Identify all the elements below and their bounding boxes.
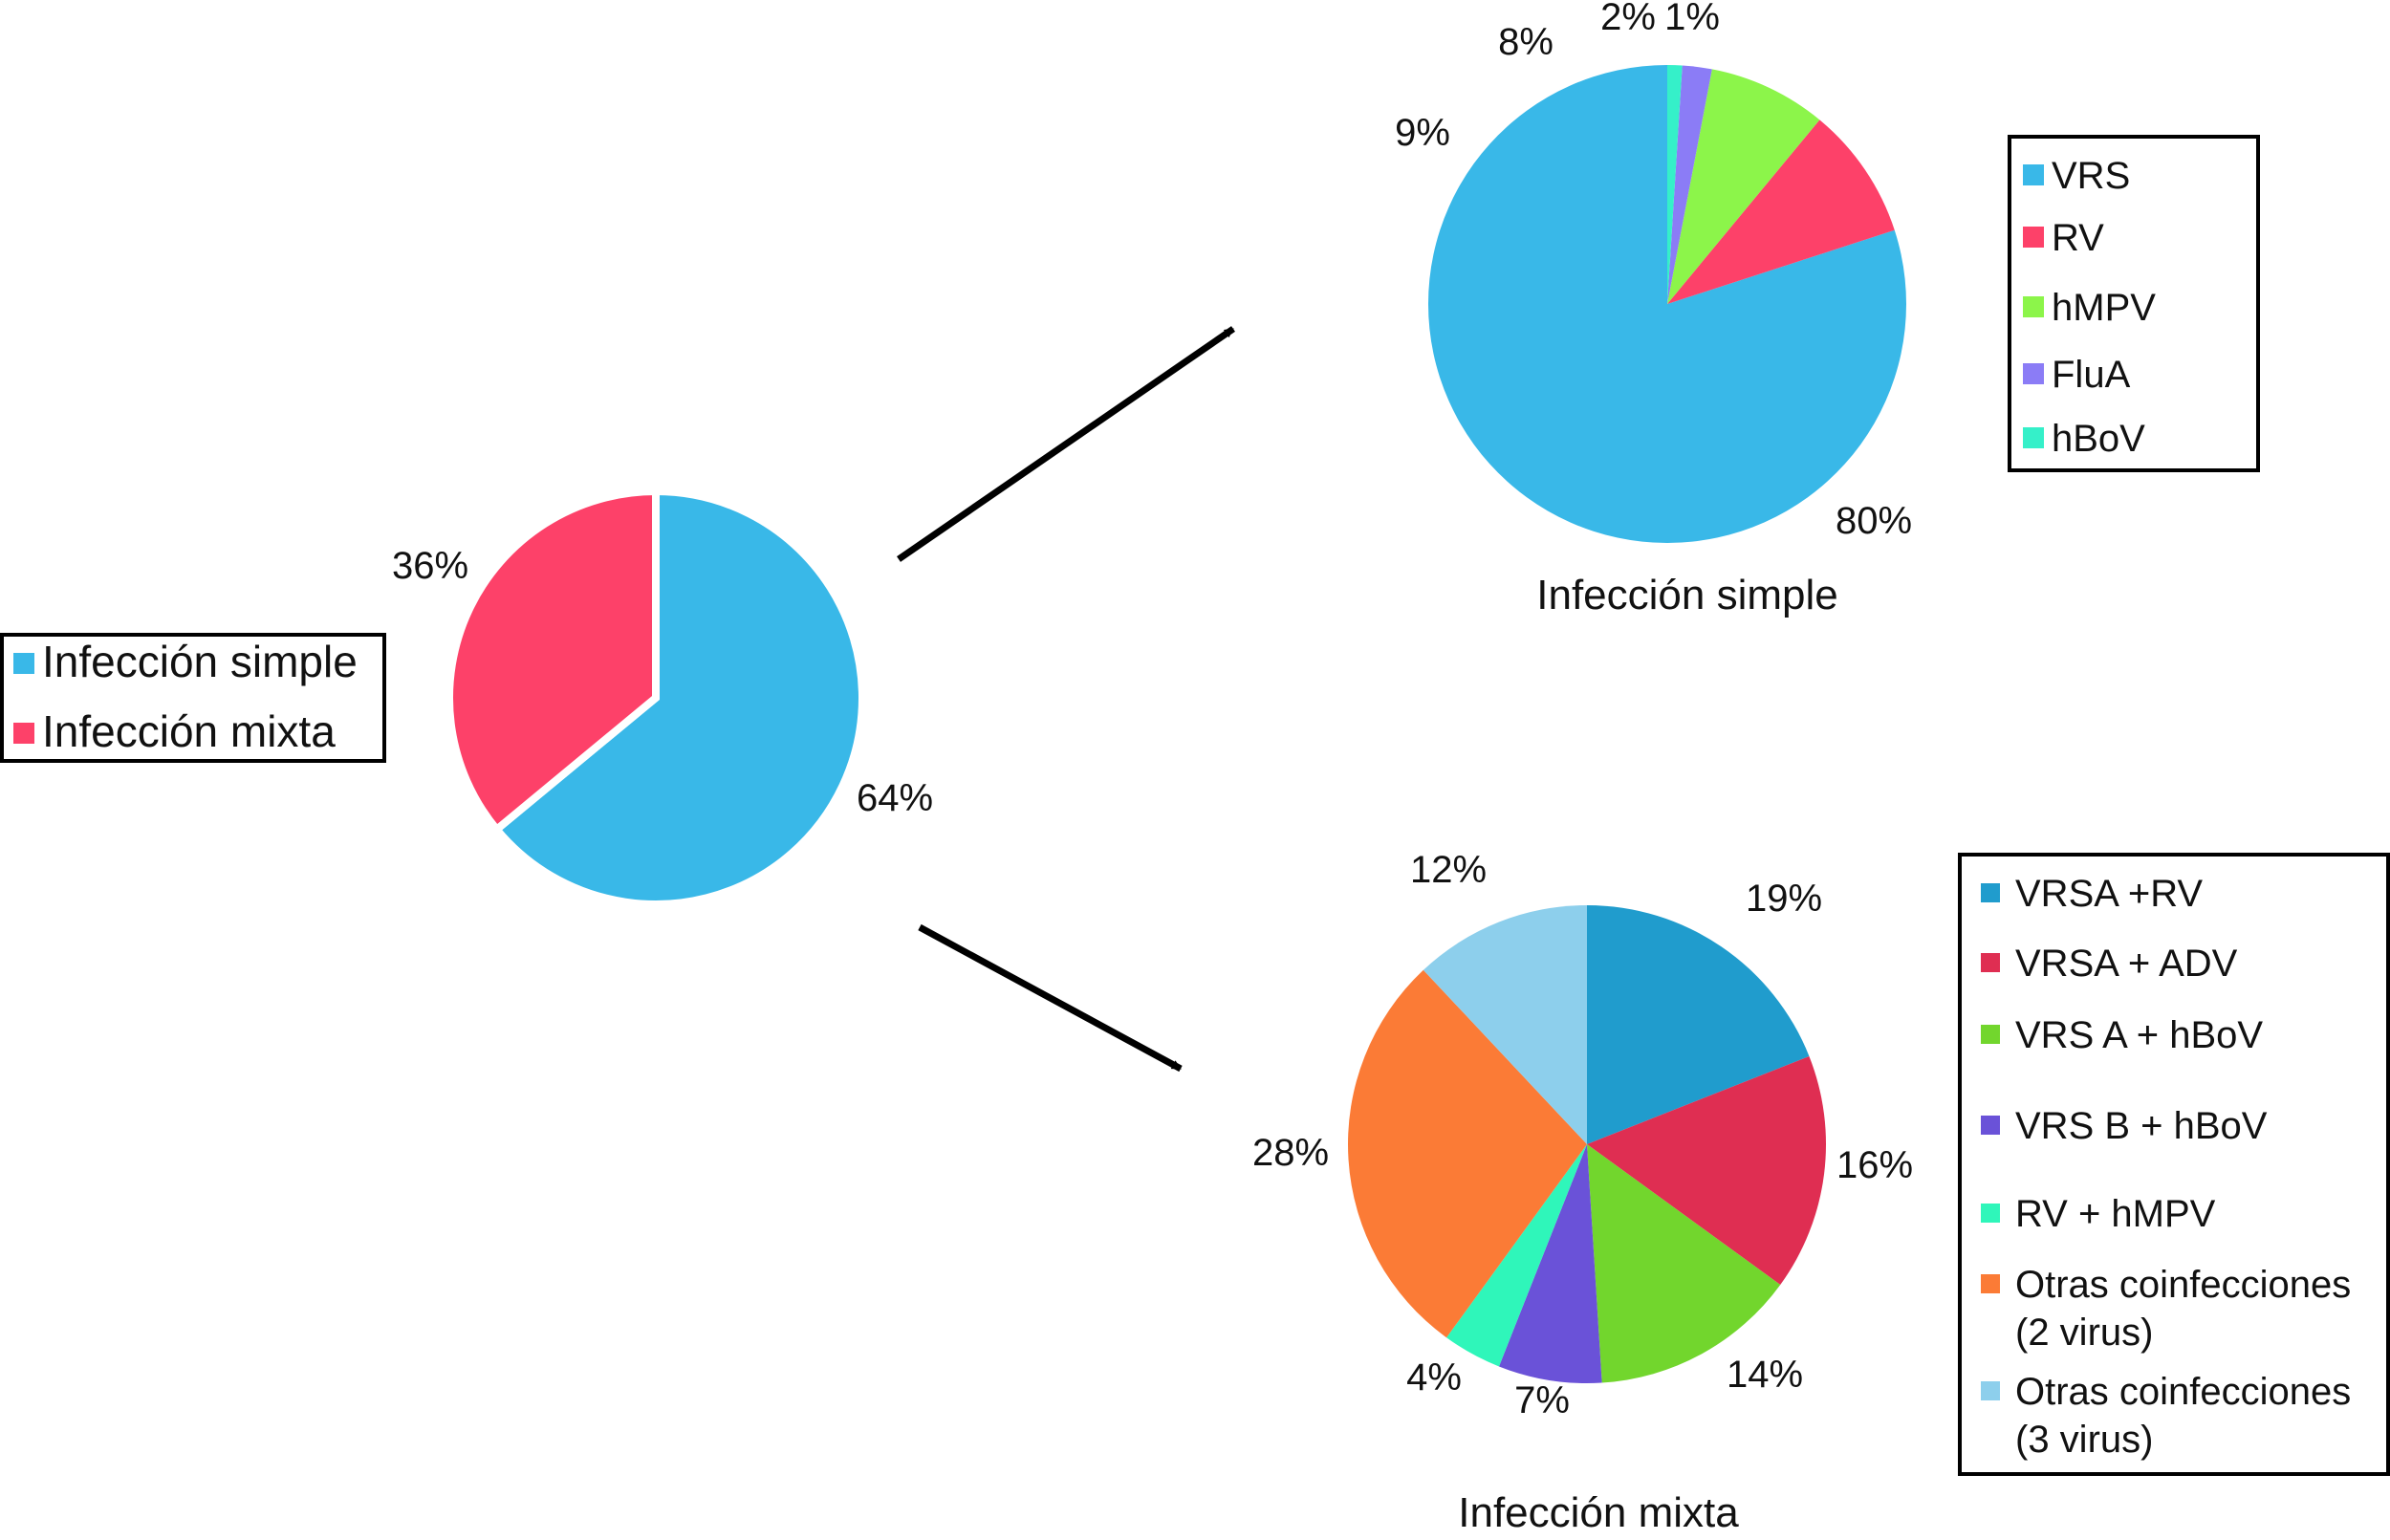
legend-label-vrs-a-hbov: VRS A + hBoV xyxy=(2015,1014,2263,1056)
slice-label-vrs-b-hbov: 7% xyxy=(1514,1379,1570,1421)
legend-simple: VRS RV hMPV FluA hBoV xyxy=(2008,135,2260,472)
slice-label-vrsa-adv: 16% xyxy=(1836,1144,1913,1186)
slice-label-rv: 9% xyxy=(1395,112,1450,154)
legend-label-rv: RV xyxy=(2052,217,2104,259)
legend-label-otras-coinfecciones-3-virus-line1: Otras coinfecciones xyxy=(2015,1371,2351,1413)
legend-label-flua: FluA xyxy=(2052,354,2131,396)
legend-label-otras-coinfecciones-3-virus-line2: (3 virus) xyxy=(2015,1419,2153,1461)
pie-slice-hbov xyxy=(1667,65,1683,304)
legend-swatch-infecci-n-simple xyxy=(13,653,34,674)
legend-overall: Infección simple Infección mixta xyxy=(0,633,386,763)
legend-swatch-vrsa-adv xyxy=(1981,953,2000,972)
pie-slice-vrsa-adv xyxy=(1587,1055,1826,1285)
slice-label-hbov: 1% xyxy=(1664,0,1720,38)
legend-swatch-vrs-b-hbov xyxy=(1981,1116,2000,1135)
legend-swatch-otras-coinfecciones-2-virus xyxy=(1981,1274,2000,1293)
slice-label-otras-coinfecciones-3-virus: 12% xyxy=(1410,849,1487,891)
legend-label-infecci-n-mixta: Infección mixta xyxy=(42,706,336,756)
slice-label-flua: 2% xyxy=(1600,0,1656,38)
slice-label-infecci-n-simple: 64% xyxy=(857,777,933,819)
pie-slice-flua xyxy=(1667,65,1712,304)
legend-swatch-vrs xyxy=(2023,164,2044,185)
legend-label-hmpv: hMPV xyxy=(2052,287,2156,329)
legend-mixed: VRSA +RV VRSA + ADV VRS A + hBoV VRS B + hB… xyxy=(1958,853,2390,1476)
legend-swatch-hmpv xyxy=(2023,296,2044,317)
legend-label-hbov: hBoV xyxy=(2052,418,2145,460)
legend-label-rv-hmpv: RV + hMPV xyxy=(2015,1193,2216,1235)
pie-chart-mixed: 19% 16% 14% 7% 4% 28% 12% xyxy=(1252,849,1913,1421)
legend-swatch-rv xyxy=(2023,227,2044,248)
legend-label-vrsa-adv: VRSA + ADV xyxy=(2015,943,2238,985)
legend-label-vrs-b-hbov: VRS B + hBoV xyxy=(2015,1105,2268,1147)
pie-slice-vrs-b-hbov xyxy=(1498,1144,1602,1384)
slice-label-vrs-a-hbov: 14% xyxy=(1727,1354,1803,1396)
pie-slice-hmpv xyxy=(1667,69,1820,304)
pie-chart-overall: 64% 36% xyxy=(392,487,933,908)
legend-swatch-hbov xyxy=(2023,427,2044,448)
pie-slice-otras-coinfecciones-2-virus xyxy=(1348,969,1587,1338)
pie-slice-infecci-n-simple xyxy=(490,487,866,908)
legend-box xyxy=(1958,853,2390,1476)
arrow-to-mixed xyxy=(918,923,1183,1073)
slice-label-vrs: 80% xyxy=(1836,500,1912,542)
legend-swatch-vrsa-rv xyxy=(1981,883,2000,902)
legend-label-vrsa-rv: VRSA +RV xyxy=(2015,873,2203,915)
slice-label-vrsa-rv: 19% xyxy=(1746,878,1822,920)
legend-swatch-infecci-n-mixta xyxy=(13,723,34,744)
legend-label-infecci-n-simple: Infección simple xyxy=(42,637,358,686)
legend-label-vrs: VRS xyxy=(2052,155,2130,197)
arrow-to-simple xyxy=(897,326,1235,562)
pie-chart-simple: 80% 9% 8% 2% 1% xyxy=(1395,0,1912,543)
legend-swatch-rv-hmpv xyxy=(1981,1204,2000,1223)
slice-label-otras-coinfecciones-2-virus: 28% xyxy=(1252,1132,1329,1174)
chart-title-mixed: Infección mixta xyxy=(1458,1489,1739,1536)
legend-label-otras-coinfecciones-2-virus-line2: (2 virus) xyxy=(2015,1312,2153,1354)
legend-label-otras-coinfecciones-2-virus-line1: Otras coinfecciones xyxy=(2015,1264,2351,1306)
legend-box xyxy=(0,633,386,763)
slice-label-hmpv: 8% xyxy=(1498,21,1554,63)
slice-label-infecci-n-mixta: 36% xyxy=(392,545,468,587)
slice-label-rv-hmpv: 4% xyxy=(1406,1356,1462,1399)
pie-slice-rv-hmpv xyxy=(1446,1144,1587,1367)
pie-slice-vrs-a-hbov xyxy=(1587,1144,1781,1383)
legend-swatch-flua xyxy=(2023,363,2044,384)
legend-swatch-otras-coinfecciones-3-virus xyxy=(1981,1381,2000,1400)
pie-slice-infecci-n-mixta xyxy=(445,487,660,835)
pie-slice-otras-coinfecciones-3-virus xyxy=(1423,905,1587,1144)
legend-swatch-vrs-a-hbov xyxy=(1981,1025,2000,1044)
chart-title-simple: Infección simple xyxy=(1536,572,1837,618)
legend-box xyxy=(2008,135,2260,472)
pie-slice-vrsa-rv xyxy=(1587,905,1810,1144)
pie-slice-rv xyxy=(1667,119,1895,304)
